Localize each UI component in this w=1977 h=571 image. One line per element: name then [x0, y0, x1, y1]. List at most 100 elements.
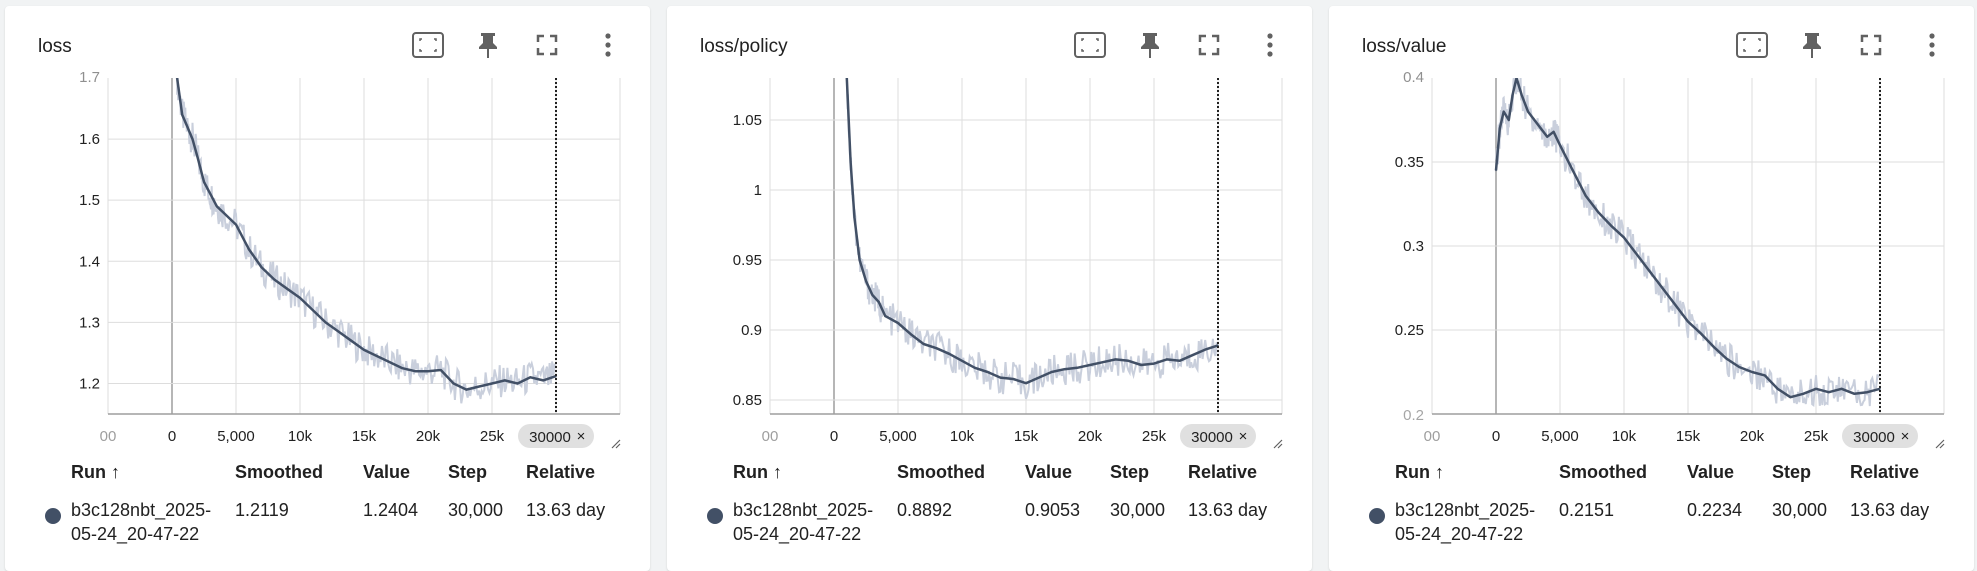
y-tick-label: 1.3: [79, 314, 100, 331]
run-color-dot: [45, 508, 61, 524]
y-tick-label: 1.5: [79, 192, 100, 209]
data-point: [216, 205, 218, 208]
data-point: [1153, 362, 1155, 365]
data-point: [1499, 127, 1501, 130]
chart-card-loss: loss 1.2 1.3 1.4 1.5 1.6 1.7 00 0 5,000 10k 15k 20k…: [5, 6, 650, 571]
data-point: [196, 156, 199, 159]
fullscreen-button[interactable]: [1854, 28, 1888, 62]
x-tick-label: 20k: [416, 428, 441, 445]
close-icon[interactable]: ×: [1901, 428, 1910, 445]
data-point: [1648, 270, 1651, 273]
pin-button[interactable]: [471, 28, 505, 62]
y-tick-label: 0.35: [1395, 154, 1424, 171]
fit-domain-icon: [1736, 32, 1768, 58]
column-header-step: Step: [1772, 462, 1812, 482]
data-point: [337, 330, 340, 333]
column-header-relative: Relative: [1188, 462, 1258, 482]
data-point: [1166, 358, 1168, 361]
data-point: [1815, 388, 1817, 390]
line-chart[interactable]: 0.250.30.350.40.20005,00010k15k20k25k330…: [1329, 6, 1974, 462]
data-point: [1802, 393, 1804, 395]
x-tick-label: 0: [168, 428, 176, 445]
data-point: [858, 259, 861, 261]
y-tick-label: 0.9: [741, 322, 762, 339]
data-point: [1025, 382, 1027, 385]
data-point: [1751, 371, 1753, 373]
data-point: [1508, 119, 1510, 121]
data-point: [1572, 169, 1574, 172]
column-header-run[interactable]: Run ↑: [71, 462, 120, 482]
data-point: [222, 211, 224, 214]
column-header-run[interactable]: Run ↑: [1395, 462, 1444, 482]
x-tick-label: 15k: [1676, 428, 1701, 445]
data-point: [1546, 136, 1548, 138]
chart-card-loss-policy: loss/policy 0.85 0.9 0.95 1 1.05 00 0 5,000 10k 1…: [667, 6, 1312, 571]
smoothed-series-line: [175, 78, 557, 391]
line-chart[interactable]: 1.21.31.41.51.61.70005,00010k15k20k25k33…: [5, 6, 650, 462]
resize-handle-icon: [1935, 439, 1945, 449]
fullscreen-icon: [536, 34, 558, 56]
data-point: [414, 370, 417, 373]
data-point: [273, 278, 276, 281]
fit-domain-button[interactable]: [411, 28, 445, 62]
close-icon[interactable]: ×: [1239, 428, 1248, 445]
data-point: [1102, 361, 1104, 364]
more-options-button[interactable]: [1253, 28, 1287, 62]
x-tick-label: 5,000: [217, 428, 255, 445]
data-point: [922, 343, 925, 345]
close-icon[interactable]: ×: [577, 428, 586, 445]
data-point: [1879, 388, 1881, 390]
data-point: [1515, 78, 1518, 79]
data-point: [871, 294, 874, 296]
data-point: [846, 78, 848, 79]
data-point: [1584, 194, 1587, 197]
smoothed-series-line: [1494, 78, 1881, 399]
fullscreen-button[interactable]: [530, 28, 564, 62]
column-header-run[interactable]: Run ↑: [733, 462, 782, 482]
chart-title: loss: [38, 36, 72, 57]
data-point: [186, 126, 189, 128]
smoothed-series-line: [845, 78, 1219, 385]
data-point: [1012, 378, 1014, 380]
data-point: [1840, 388, 1843, 390]
data-point: [878, 301, 880, 303]
fit-domain-button[interactable]: [1073, 28, 1107, 62]
data-point: [1127, 360, 1130, 362]
data-point: [1712, 346, 1715, 348]
pin-button[interactable]: [1133, 28, 1167, 62]
smoothed-value: 0.8892: [897, 500, 953, 520]
fit-domain-button[interactable]: [1735, 28, 1769, 62]
data-point: [1204, 348, 1206, 351]
fullscreen-button[interactable]: [1192, 28, 1226, 62]
data-point: [181, 113, 183, 116]
data-point: [1700, 332, 1702, 335]
data-point: [986, 371, 989, 373]
data-point: [961, 360, 963, 362]
line-chart[interactable]: 0.850.90.9511.050005,00010k15k20k25k3300…: [667, 6, 1312, 462]
column-header-smoothed: Smoothed: [1559, 462, 1647, 482]
data-point: [1674, 304, 1676, 306]
x-tick-label: 10k: [1612, 428, 1637, 445]
data-point: [897, 322, 899, 324]
data-point: [1853, 393, 1856, 395]
data-point: [1063, 368, 1066, 371]
column-header-value: Value: [1687, 462, 1735, 482]
run-color-dot: [1369, 508, 1385, 524]
y-tick-label: 1.4: [79, 253, 100, 270]
data-point: [1610, 225, 1612, 227]
data-point: [516, 382, 519, 385]
series-group: [175, 78, 557, 404]
x-tick-label: 10k: [950, 428, 975, 445]
data-point: [209, 193, 212, 195]
more-options-button[interactable]: [591, 28, 625, 62]
x-tick-label: 25k: [480, 428, 505, 445]
data-point: [1636, 253, 1638, 256]
y-tick-label: 0.85: [733, 392, 762, 409]
data-point: [312, 309, 314, 311]
x-tick-label: 5,000: [879, 428, 917, 445]
data-point: [248, 248, 250, 250]
data-point: [1217, 344, 1219, 347]
more-options-button[interactable]: [1915, 28, 1949, 62]
pin-button[interactable]: [1795, 28, 1829, 62]
x-tick-label: 20k: [1078, 428, 1103, 445]
